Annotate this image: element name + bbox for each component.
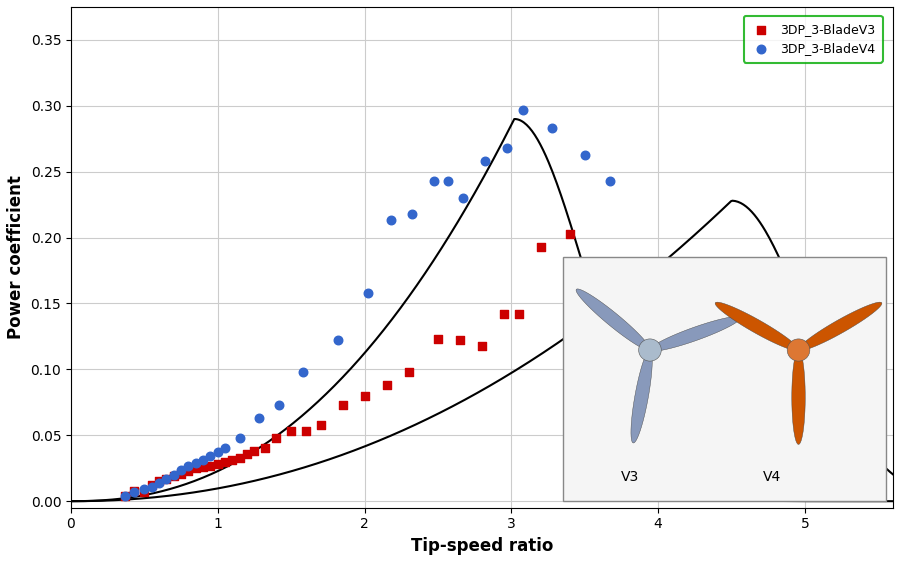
3DP_3-BladeV3 (269, 433, 284, 442)
3DP_3-BladeV3 (511, 310, 526, 319)
Legend: 3DP_3-BladeV3, 3DP_3-BladeV4: 3DP_3-BladeV3, 3DP_3-BladeV4 (743, 16, 883, 63)
3DP_3-BladeV4 (441, 176, 455, 185)
3DP_3-BladeV3 (181, 466, 195, 475)
3DP_3-BladeV3 (225, 456, 239, 465)
Polygon shape (716, 302, 798, 351)
3DP_3-BladeV4 (174, 465, 188, 474)
3DP_3-BladeV4 (545, 124, 560, 133)
3DP_3-BladeV3 (232, 453, 247, 462)
3DP_3-BladeV3 (475, 341, 490, 350)
3DP_3-BladeV4 (166, 470, 181, 479)
3DP_3-BladeV3 (562, 229, 577, 238)
3DP_3-BladeV3 (145, 481, 159, 490)
Polygon shape (798, 302, 882, 351)
3DP_3-BladeV3 (203, 461, 218, 470)
3DP_3-BladeV4 (211, 448, 225, 457)
FancyBboxPatch shape (562, 257, 886, 501)
3DP_3-BladeV4 (232, 433, 247, 442)
3DP_3-BladeV3 (211, 460, 225, 469)
3DP_3-BladeV4 (252, 414, 266, 423)
3DP_3-BladeV4 (427, 176, 441, 185)
3DP_3-BladeV3 (196, 463, 211, 472)
Ellipse shape (639, 339, 662, 361)
Ellipse shape (788, 339, 810, 361)
3DP_3-BladeV3 (257, 444, 272, 453)
Polygon shape (576, 289, 650, 351)
3DP_3-BladeV3 (127, 486, 141, 495)
Polygon shape (792, 350, 806, 445)
3DP_3-BladeV3 (357, 391, 372, 400)
3DP_3-BladeV3 (497, 310, 511, 319)
3DP_3-BladeV4 (118, 491, 132, 500)
3DP_3-BladeV4 (478, 157, 492, 166)
3DP_3-BladeV3 (137, 487, 151, 496)
3DP_3-BladeV4 (404, 210, 419, 219)
3DP_3-BladeV3 (299, 427, 313, 436)
3DP_3-BladeV3 (159, 474, 174, 483)
3DP_3-BladeV4 (602, 176, 616, 185)
3DP_3-BladeV4 (181, 461, 195, 470)
3DP_3-BladeV3 (336, 401, 350, 410)
3DP_3-BladeV3 (166, 472, 181, 481)
X-axis label: Tip-speed ratio: Tip-speed ratio (410, 537, 554, 555)
Text: V3: V3 (621, 470, 639, 484)
3DP_3-BladeV3 (401, 368, 416, 377)
3DP_3-BladeV3 (284, 427, 299, 436)
3DP_3-BladeV4 (516, 105, 530, 114)
3DP_3-BladeV4 (383, 216, 398, 225)
3DP_3-BladeV3 (248, 447, 262, 456)
3DP_3-BladeV4 (152, 478, 166, 487)
3DP_3-BladeV4 (578, 150, 592, 159)
3DP_3-BladeV3 (453, 336, 467, 345)
3DP_3-BladeV3 (240, 449, 255, 458)
3DP_3-BladeV4 (203, 452, 218, 461)
3DP_3-BladeV4 (272, 401, 286, 410)
3DP_3-BladeV3 (174, 469, 188, 478)
3DP_3-BladeV3 (431, 334, 446, 343)
3DP_3-BladeV4 (360, 288, 374, 297)
3DP_3-BladeV4 (218, 444, 232, 453)
3DP_3-BladeV4 (500, 143, 514, 152)
3DP_3-BladeV3 (380, 380, 394, 389)
3DP_3-BladeV3 (189, 464, 203, 473)
Polygon shape (631, 350, 652, 443)
3DP_3-BladeV3 (152, 477, 166, 486)
3DP_3-BladeV4 (196, 456, 211, 465)
3DP_3-BladeV4 (189, 459, 203, 468)
Text: V4: V4 (763, 470, 781, 484)
3DP_3-BladeV4 (127, 487, 141, 496)
3DP_3-BladeV4 (145, 482, 159, 491)
3DP_3-BladeV3 (313, 420, 328, 429)
3DP_3-BladeV4 (331, 336, 346, 345)
3DP_3-BladeV3 (118, 491, 132, 500)
Polygon shape (650, 316, 741, 351)
3DP_3-BladeV3 (534, 242, 548, 251)
3DP_3-BladeV4 (159, 474, 174, 483)
3DP_3-BladeV4 (296, 368, 310, 377)
3DP_3-BladeV3 (218, 457, 232, 466)
3DP_3-BladeV4 (137, 485, 151, 494)
3DP_3-BladeV4 (455, 193, 470, 202)
Y-axis label: Power coefficient: Power coefficient (7, 175, 25, 339)
